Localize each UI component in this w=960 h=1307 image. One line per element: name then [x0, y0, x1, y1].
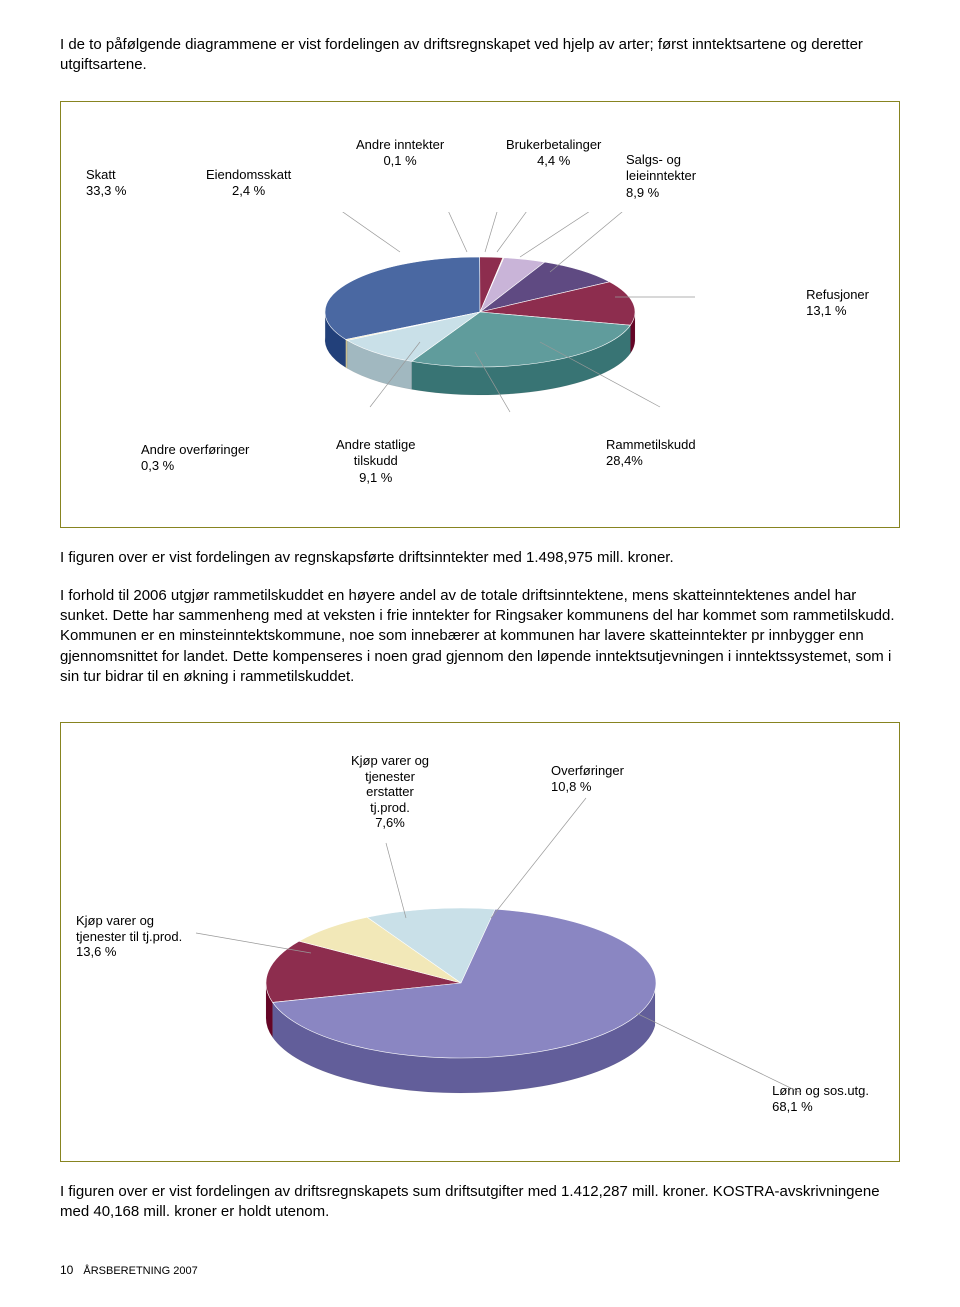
label-brukerbetalinger: Brukerbetalinger4,4 % [506, 137, 601, 171]
chart1-bottom-labels: Andre overføringer0,3 % Andre statligeti… [76, 442, 884, 512]
expense-chart-container: Kjøp varer ogtjenestererstattertj.prod.7… [60, 722, 900, 1162]
page-number: 10 [60, 1263, 73, 1277]
label-rammetilskudd: Rammetilskudd28,4% [606, 437, 696, 471]
intro-paragraph: I de to påfølgende diagrammene er vist f… [60, 35, 900, 76]
page-footer: 10 ÅRSBERETNING 2007 [60, 1263, 900, 1277]
income-pie-chart [260, 212, 700, 432]
label-andre-overforinger: Andre overføringer0,3 % [141, 442, 249, 476]
label-andre-statlige: Andre statligetilskudd9,1 % [336, 437, 416, 488]
label-skatt: Skatt33,3 % [86, 167, 126, 201]
mid-paragraph-2: I forhold til 2006 utgjør rammetilskudde… [60, 586, 900, 687]
end-paragraph: I figuren over er vist fordelingen av dr… [60, 1182, 900, 1223]
chart1-pie-row: Refusjoner13,1 % [76, 212, 884, 432]
label-refusjoner: Refusjoner13,1 % [806, 287, 869, 321]
expense-pie-chart [61, 723, 881, 1163]
label-salgs-leie: Salgs- ogleieinntekter8,9 % [626, 152, 696, 203]
label-eiendomsskatt: Eiendomsskatt2,4 % [206, 167, 291, 201]
footer-title: ÅRSBERETNING 2007 [83, 1265, 197, 1277]
chart1-top-labels: Skatt33,3 % Eiendomsskatt2,4 % Andre inn… [76, 122, 884, 212]
income-chart-container: Skatt33,3 % Eiendomsskatt2,4 % Andre inn… [60, 101, 900, 528]
mid-paragraph-1: I figuren over er vist fordelingen av re… [60, 548, 900, 568]
label-andre-inntekter: Andre inntekter0,1 % [356, 137, 444, 171]
